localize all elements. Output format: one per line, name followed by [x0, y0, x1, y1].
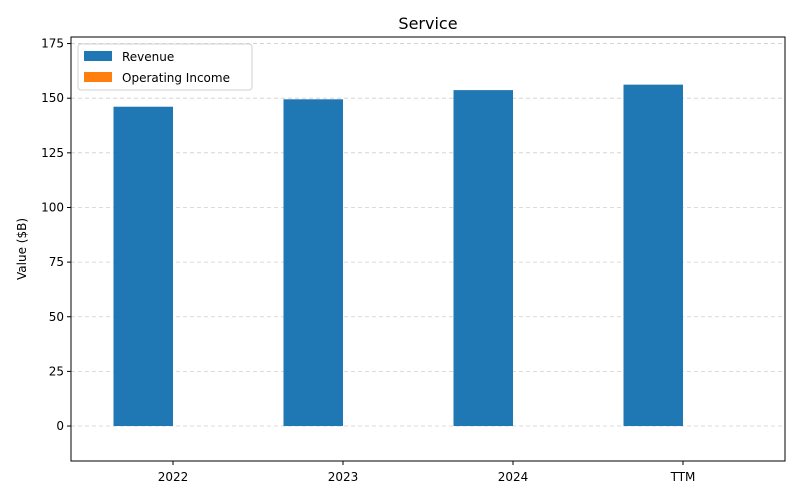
- legend-label: Revenue: [122, 50, 174, 64]
- y-tick-label: 175: [41, 37, 64, 51]
- y-tick-label: 100: [41, 200, 64, 214]
- legend-swatch: [84, 72, 112, 82]
- y-tick-label: 50: [49, 310, 64, 324]
- y-axis-ticks: 0 25 50 75 100 125 150 175: [41, 37, 71, 433]
- y-tick-label: 125: [41, 146, 64, 160]
- plot-frame: [70, 36, 786, 462]
- y-tick-label: 25: [49, 364, 64, 378]
- bar-revenue: [113, 106, 173, 427]
- x-tick-label: 2023: [328, 470, 359, 484]
- x-axis-ticks: 2022 2023 2024 TTM: [158, 461, 696, 484]
- bar-revenue: [623, 84, 683, 427]
- legend-label: Operating Income: [122, 71, 230, 85]
- gridlines: [71, 43, 785, 427]
- bars: [113, 84, 683, 427]
- x-tick-label: 2024: [498, 470, 529, 484]
- legend-box: [77, 43, 253, 91]
- x-tick-label: 2022: [158, 470, 189, 484]
- y-tick-label: 0: [56, 419, 64, 433]
- x-tick-label: TTM: [670, 470, 696, 484]
- legend: Revenue Operating Income: [77, 43, 253, 91]
- y-tick-label: 150: [41, 91, 64, 105]
- bar-revenue: [453, 90, 513, 427]
- y-tick-label: 75: [49, 255, 64, 269]
- chart-title: Service: [398, 14, 457, 33]
- legend-swatch: [84, 51, 112, 61]
- y-axis-label: Value ($B): [15, 218, 29, 280]
- bar-revenue: [283, 99, 343, 427]
